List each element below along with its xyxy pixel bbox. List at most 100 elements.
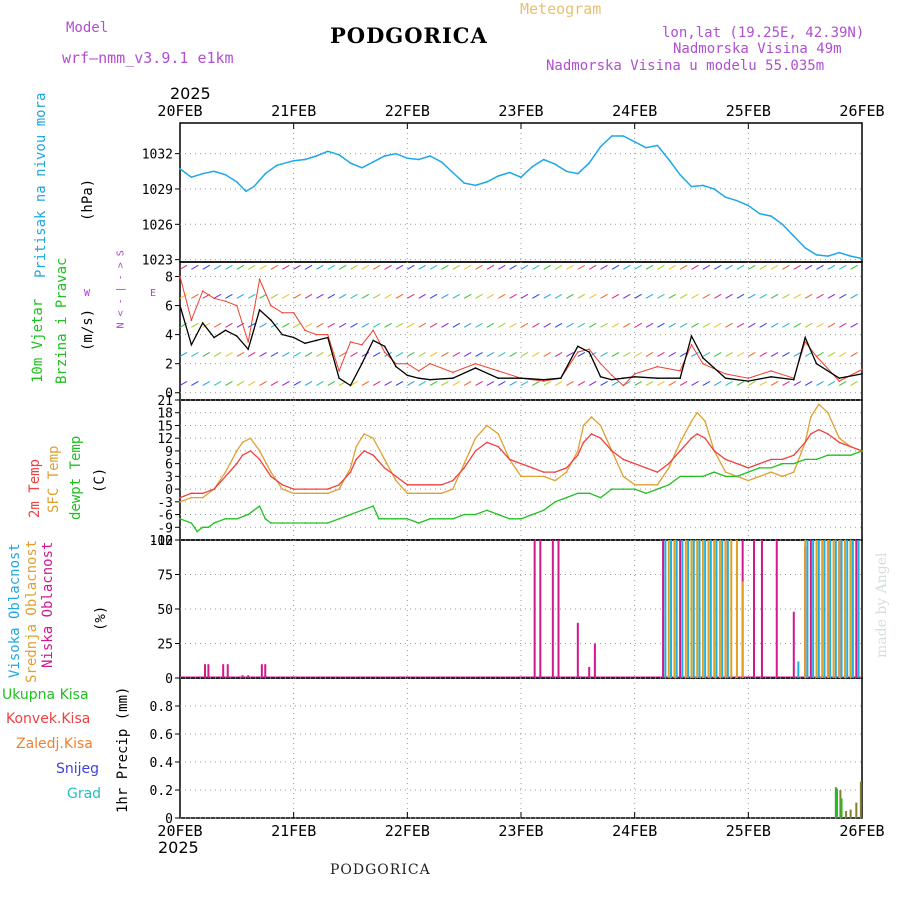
wind-arrow	[418, 322, 426, 328]
wind-arrow	[270, 264, 279, 270]
wind-arrow	[691, 264, 699, 270]
dewpt-line-point	[542, 509, 545, 512]
wind-arrow	[736, 351, 745, 357]
wind-arrow	[566, 322, 574, 328]
compass-e: E	[150, 288, 157, 299]
wind-arrow	[725, 351, 733, 357]
sfc-temp-line-point	[258, 450, 261, 452]
wind-speed-line-point	[815, 362, 818, 365]
wind-arrow	[588, 381, 597, 386]
wind-arrow	[463, 293, 472, 299]
wind-arrow	[611, 351, 620, 357]
sfc-temp-line-point	[474, 437, 477, 439]
sfc-temp-line-point	[463, 462, 465, 465]
wind-speed-line-point	[747, 380, 750, 382]
dewpt-line-point	[213, 522, 215, 524]
wind-arrow	[429, 293, 438, 299]
wind-arrow	[372, 264, 381, 270]
wind-arrow	[645, 264, 654, 270]
y-tick-label-temperature: 3	[165, 470, 173, 485]
wind-arrow	[532, 381, 540, 386]
wind-arrow	[372, 351, 381, 357]
pressure-line-point	[452, 171, 454, 174]
t2m-line-point	[667, 462, 670, 465]
total-precip-bar	[859, 781, 862, 818]
t2m-line-point	[440, 484, 443, 486]
wind-arrow	[338, 264, 347, 270]
pressure-line-point	[588, 162, 590, 164]
wind-arrow	[304, 322, 313, 328]
y-tick-label-wind: 2	[165, 358, 173, 373]
wind-arrow	[543, 322, 551, 328]
mid-cloud-bar	[701, 540, 704, 678]
pressure-line-point	[236, 181, 238, 183]
wind-arrow	[509, 293, 517, 299]
t2m-line-point	[258, 458, 261, 461]
gust-line-point	[281, 312, 284, 314]
sfc-temp-line-point	[270, 471, 272, 473]
low-cloud-bar	[588, 666, 591, 678]
low-cloud-bar	[760, 540, 763, 678]
wind-arrow	[657, 293, 665, 299]
meteogram-label: Meteogram	[520, 0, 602, 18]
wind-arrow	[236, 264, 245, 270]
wind-speed-line-point	[270, 319, 272, 321]
pressure-line-point	[315, 155, 318, 157]
y-tick-label-temperature: 15	[157, 419, 173, 434]
wind-arrow	[247, 381, 256, 386]
page-title: PODGORICA	[330, 23, 488, 48]
wind-arrow	[350, 293, 358, 299]
wind-arrow	[441, 293, 449, 299]
wind-arrow	[850, 264, 858, 270]
wind-arrow	[532, 264, 540, 270]
t2m-line-point	[281, 484, 284, 486]
wind-arrow	[793, 322, 802, 328]
wind-arrow	[804, 322, 813, 328]
t2m-line-point	[508, 458, 511, 461]
dewpt-line-point	[326, 522, 329, 524]
wind-arrow	[191, 351, 199, 357]
wind-arrow	[520, 381, 529, 386]
t2m-line-point	[417, 484, 420, 486]
wind-arrow	[452, 381, 461, 386]
wind-arrow	[623, 351, 631, 357]
wind-arrow	[520, 351, 529, 357]
wind-arrow	[804, 351, 813, 357]
gust-line-point	[383, 351, 386, 353]
gust-line-point	[588, 348, 590, 350]
conv-precip-bar	[840, 798, 843, 818]
wind-arrow	[441, 351, 449, 357]
gust-line-point	[213, 297, 215, 300]
wind-speed-line-point	[599, 375, 602, 378]
wind-arrow	[475, 381, 483, 386]
wind-speed-line-point	[452, 377, 454, 380]
dewpt-line-point	[736, 475, 738, 478]
dewpt-line-point	[201, 526, 204, 529]
total-precip-bar	[849, 809, 852, 818]
sfc-temp-line-point	[818, 403, 820, 406]
wind-arrow	[839, 293, 847, 299]
y-tick-label-temperature: -12	[150, 534, 173, 549]
gust-line-point	[838, 380, 841, 382]
gust-line-point	[747, 377, 750, 380]
pressure-line	[179, 135, 863, 260]
t2m-line-point	[452, 479, 454, 482]
wind-arrow	[657, 381, 665, 386]
wind-arrow	[782, 322, 790, 328]
pressure-line-point	[702, 184, 704, 187]
dewpt-line-point	[804, 458, 806, 461]
pressure-line-point	[417, 158, 420, 161]
pressure-line-point	[486, 181, 488, 183]
wind-arrow	[759, 264, 767, 270]
mid-cloud-bar	[821, 540, 824, 678]
wind-arrow	[804, 293, 813, 299]
wind-arrow	[498, 322, 506, 328]
y-tick-label-pressure: 1029	[142, 183, 173, 198]
wind-arrow	[202, 264, 210, 270]
dewpt-line-point	[645, 492, 647, 495]
lonlat-label: lon,lat (19.25E, 42.39N)	[662, 25, 865, 41]
dewpt-line-point	[838, 454, 841, 456]
pressure-line-point	[201, 172, 204, 175]
gust-line-point	[361, 344, 363, 346]
low-cloud-bar	[260, 664, 263, 678]
